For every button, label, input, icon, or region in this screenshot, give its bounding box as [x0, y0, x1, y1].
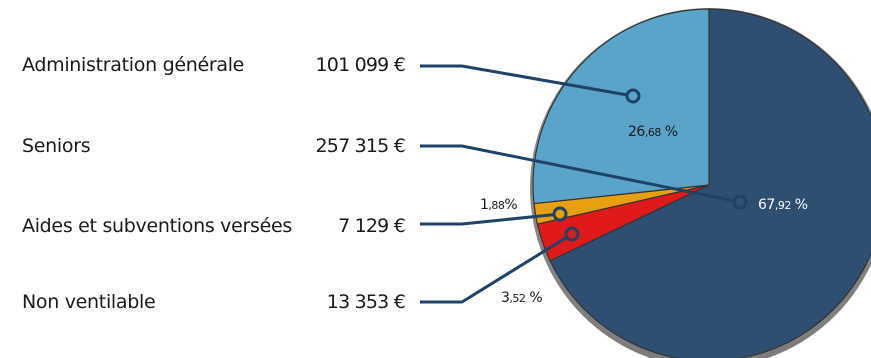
percent-label-seniors: 67,92 %	[758, 197, 808, 213]
leader-non-ventilable-marker	[564, 226, 580, 242]
amount-label-aides: 7 129 €	[338, 215, 405, 237]
category-label-aides: Aides et subventions versées	[22, 215, 292, 237]
leader-administration-marker	[625, 88, 641, 104]
pie-slices	[532, 8, 871, 358]
leader-seniors	[420, 144, 741, 204]
amount-label-non-ventilable: 13 353 €	[327, 291, 405, 313]
percent-label-aides: 1,88%	[480, 197, 517, 213]
category-label-non-ventilable: Non ventilable	[22, 291, 155, 313]
leader-non-ventilable	[420, 232, 573, 304]
leader-aides	[420, 212, 561, 226]
slice-administration	[532, 8, 710, 205]
leader-lines	[420, 64, 748, 304]
percent-label-administration: 26,68 %	[628, 124, 678, 140]
leader-administration	[420, 64, 634, 98]
category-label-administration: Administration générale	[22, 54, 244, 76]
leader-aides-marker	[552, 206, 568, 222]
slice-seniors	[549, 8, 871, 358]
leader-seniors-marker	[732, 194, 748, 210]
amount-label-seniors: 257 315 €	[316, 135, 406, 157]
category-label-seniors: Seniors	[22, 135, 90, 157]
percent-label-non-ventilable: 3,52 %	[501, 290, 542, 306]
amount-label-administration: 101 099 €	[316, 54, 406, 76]
